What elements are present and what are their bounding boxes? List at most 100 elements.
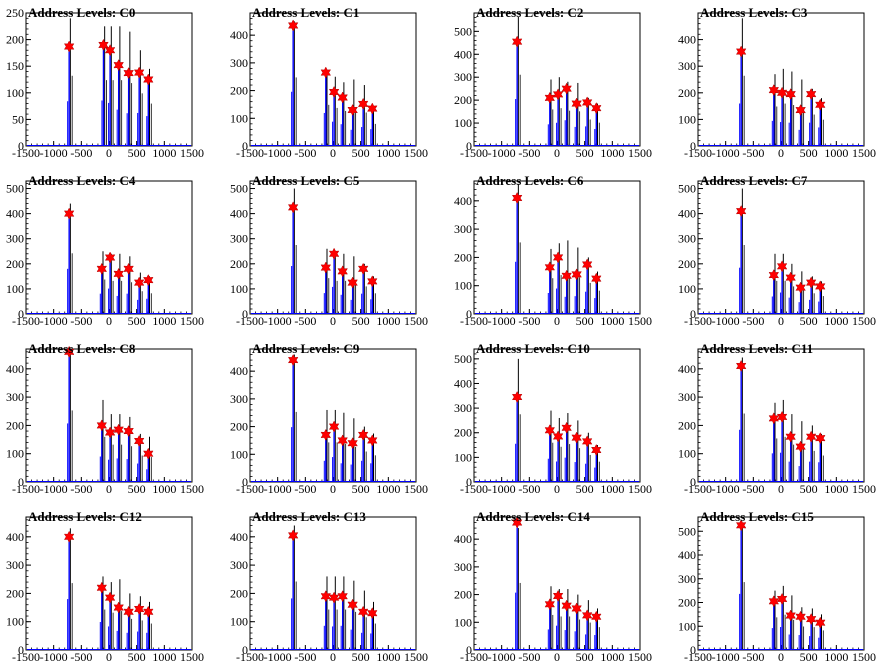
peak-marker <box>133 66 145 79</box>
peak-marker <box>328 85 340 99</box>
peak-marker <box>581 435 593 448</box>
x-tick-label: 0 <box>330 650 336 664</box>
peak-marker <box>511 516 523 529</box>
chart-svg: 0 100 200 300 400 -1500 -1000 -500 0 500 1000 1500 <box>454 516 652 664</box>
y-tick-label: 100 <box>6 615 24 629</box>
peak-marker <box>367 607 378 620</box>
x-tick-label: -1000 <box>712 482 740 496</box>
chart-panel: 0 100 200 300 400 500 -1500 -1000 -500 0 500 1000 15… <box>672 168 896 336</box>
y-tick-label: 300 <box>230 392 248 406</box>
peak-marker <box>143 274 154 287</box>
panel-title: Address Levels: C11 <box>700 341 814 356</box>
y-tick-label: 100 <box>230 447 248 461</box>
chart-svg: 0 100 200 300 400 -1500 -1000 -500 0 500 1000 1500 <box>678 348 876 496</box>
peak-marker <box>571 431 582 444</box>
x-tick-label: 1500 <box>404 314 428 328</box>
x-tick-label: -500 <box>294 314 316 328</box>
peak-marker <box>367 275 378 288</box>
peak-marker <box>143 73 154 86</box>
y-tick-label: 400 <box>230 207 248 221</box>
x-tick-label: 1500 <box>628 314 652 328</box>
x-tick-label: 500 <box>576 482 594 496</box>
peak-marker <box>795 281 806 294</box>
x-tick-label: -1000 <box>712 650 740 664</box>
y-tick-label: 500 <box>6 182 24 196</box>
peak-marker <box>552 589 564 603</box>
x-tick-label: -1000 <box>712 146 740 160</box>
x-tick-label: -500 <box>742 314 764 328</box>
peak-marker <box>581 96 593 109</box>
x-tick-label: -1000 <box>40 314 68 328</box>
chart-panel: 0 100 200 300 400 -1500 -1000 -500 0 500 1000 1500 A… <box>448 168 672 336</box>
x-tick-label: 1000 <box>376 482 400 496</box>
y-tick-label: 200 <box>230 586 248 600</box>
peak-marker <box>143 605 154 618</box>
y-tick-label: 200 <box>678 418 696 432</box>
chart-svg: 0 100 200 300 400 500 -1500 -1000 -500 0 500 1000 15… <box>6 180 204 328</box>
y-tick-label: 200 <box>454 93 472 107</box>
x-tick-label: 0 <box>554 146 560 160</box>
x-tick-label: -1500 <box>460 650 488 664</box>
x-tick-label: 1000 <box>152 146 176 160</box>
y-tick-label: 100 <box>454 116 472 130</box>
x-tick-label: -500 <box>70 146 92 160</box>
x-tick-label: 1000 <box>824 482 848 496</box>
x-tick-label: 0 <box>330 146 336 160</box>
x-tick-label: 1500 <box>180 146 204 160</box>
y-tick-label: 100 <box>230 282 248 296</box>
peak-marker <box>776 260 788 273</box>
x-tick-label: 1500 <box>404 482 428 496</box>
y-tick-label: 0 <box>18 139 24 153</box>
x-tick-label: 1000 <box>600 650 624 664</box>
panel-title: Address Levels: C1 <box>252 5 360 20</box>
y-tick-label: 500 <box>454 24 472 38</box>
x-tick-label: 0 <box>554 482 560 496</box>
chart-panel: 0 100 200 300 400 -1500 -1000 -500 0 500 1000 1500 A… <box>0 336 224 504</box>
peak-marker <box>357 605 369 618</box>
x-tick-label: 0 <box>554 650 560 664</box>
x-tick-label: -500 <box>294 146 316 160</box>
y-tick-label: 300 <box>6 558 24 572</box>
peak-marker <box>287 19 299 32</box>
y-tick-label: 0 <box>690 139 696 153</box>
chart-svg: 0 100 200 300 400 -1500 -1000 -500 0 500 1000 1500 <box>230 348 428 496</box>
chart-svg: 0 100 200 300 400 500 -1500 -1000 -500 0 500 1000 15… <box>678 516 876 664</box>
y-tick-label: 0 <box>18 307 24 321</box>
x-tick-label: -500 <box>518 650 540 664</box>
x-tick-label: 0 <box>778 314 784 328</box>
x-tick-label: 1500 <box>180 482 204 496</box>
x-tick-label: -500 <box>294 482 316 496</box>
peak-marker <box>123 425 134 438</box>
panel-title: Address Levels: C0 <box>28 5 136 20</box>
peak-marker <box>113 423 124 436</box>
x-tick-label: 500 <box>128 146 146 160</box>
x-tick-label: -1500 <box>460 482 488 496</box>
x-tick-label: -1000 <box>264 146 292 160</box>
peak-marker <box>571 268 582 281</box>
x-tick-label: -1500 <box>684 482 712 496</box>
peak-marker <box>591 443 602 457</box>
chart-svg: 0 100 200 300 400 -1500 -1000 -500 0 500 1000 1500 <box>6 345 204 496</box>
peak-marker <box>552 430 564 443</box>
y-tick-label: 0 <box>690 475 696 489</box>
x-tick-label: 500 <box>352 314 370 328</box>
x-tick-label: 1000 <box>152 314 176 328</box>
x-tick-label: 1000 <box>600 314 624 328</box>
peak-marker <box>347 103 358 117</box>
x-tick-label: 500 <box>800 650 818 664</box>
x-tick-label: 1500 <box>404 146 428 160</box>
panel-title: Address Levels: C4 <box>28 173 136 188</box>
peak-marker <box>805 88 817 101</box>
y-tick-label: 200 <box>454 588 472 602</box>
peak-marker <box>511 390 523 404</box>
y-tick-label: 300 <box>678 390 696 404</box>
peak-marker <box>287 529 299 542</box>
y-tick-label: 200 <box>678 596 696 610</box>
y-tick-label: 100 <box>678 112 696 126</box>
peak-marker <box>113 267 124 280</box>
peak-marker <box>805 613 817 626</box>
peak-marker <box>785 430 796 443</box>
y-tick-label: 400 <box>678 33 696 47</box>
peak-marker <box>337 590 348 603</box>
